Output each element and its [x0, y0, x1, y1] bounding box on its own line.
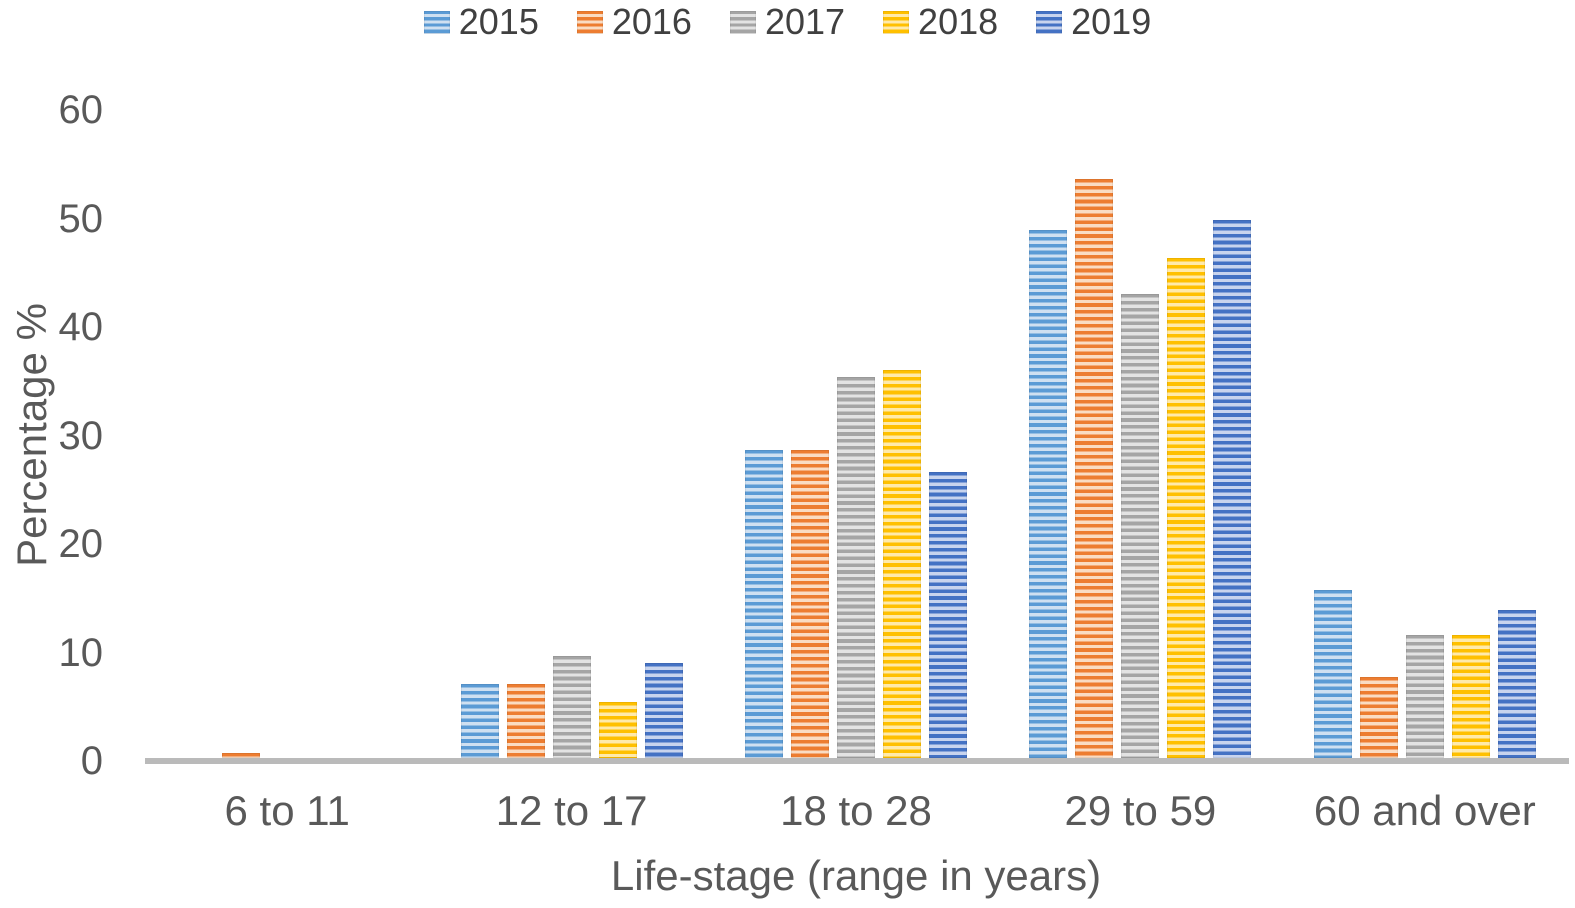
bar-2016-6-to-11 [222, 752, 261, 758]
x-tick-label: 60 and over [1313, 787, 1536, 834]
legend-swatch-icon [1036, 10, 1063, 34]
bar-2017-29-to-59 [1121, 293, 1160, 758]
bar-group-60-and-over [1283, 107, 1567, 758]
y-tick-label: 20 [58, 522, 104, 566]
bar-2019-29-to-59 [1213, 219, 1252, 758]
bar-2017-12-to-17 [552, 656, 591, 758]
legend-label: 2016 [611, 1, 692, 42]
legend-item-2017: 2017 [729, 1, 846, 42]
y-tick-label: 30 [58, 413, 104, 458]
bar-2015-12-to-17 [460, 684, 499, 758]
legend-item-2019: 2019 [1036, 4, 1151, 40]
y-axis-title: Percentage % [8, 303, 55, 567]
y-tick-label: 0 [80, 739, 103, 783]
legend-item-2018: 2018 [883, 4, 998, 40]
y-tick-label: 40 [58, 305, 104, 349]
bar-group-18-to-28 [714, 107, 998, 758]
legend-label: 2015 [458, 1, 539, 42]
x-tick-label: 29 to 59 [1064, 787, 1217, 834]
legend-label: 2017 [764, 1, 846, 42]
chart-legend: 2015 2016 2017 2018 2019 [0, 4, 1575, 40]
x-tick-label: 6 to 11 [224, 787, 350, 834]
bar-group-6-to-11 [145, 107, 429, 758]
bar-2018-18-to-28 [883, 369, 922, 758]
legend-label: 2018 [918, 1, 999, 42]
bar-2018-12-to-17 [598, 701, 637, 758]
bar-group-29-to-59 [998, 107, 1282, 758]
bar-2015-18-to-28 [745, 449, 784, 758]
bar-2017-18-to-28 [837, 377, 876, 758]
bar-2018-60-and-over [1451, 635, 1490, 758]
y-tick-label: 10 [58, 630, 104, 675]
legend-item-2015: 2015 [423, 1, 539, 42]
x-tick-label: 12 to 17 [495, 787, 648, 834]
legend-swatch-icon [576, 10, 603, 34]
x-axis-title: Life-stage (range in years) [610, 852, 1102, 899]
legend-swatch-icon [729, 10, 756, 34]
bar-2019-60-and-over [1497, 610, 1536, 758]
bar-2019-18-to-28 [929, 471, 968, 758]
bar-2017-60-and-over [1405, 635, 1444, 758]
bar-2016-60-and-over [1359, 676, 1398, 758]
bar-group-12-to-17 [429, 107, 713, 758]
bar-2015-60-and-over [1313, 589, 1352, 758]
legend-swatch-icon [883, 10, 910, 34]
bar-2018-29-to-59 [1167, 257, 1206, 758]
y-tick-label: 60 [58, 88, 104, 132]
bar-2016-12-to-17 [506, 684, 545, 758]
x-tick-label: 18 to 28 [780, 787, 932, 834]
x-axis-line [145, 758, 1569, 764]
y-tick-label: 50 [58, 196, 104, 241]
bar-2015-29-to-59 [1029, 229, 1068, 758]
legend-swatch-icon [423, 10, 450, 34]
legend-item-2016: 2016 [576, 1, 692, 42]
bar-2016-29-to-59 [1075, 178, 1114, 758]
legend-label: 2019 [1071, 1, 1152, 42]
bar-2016-18-to-28 [791, 449, 830, 758]
bar-2019-12-to-17 [644, 662, 683, 758]
plot-area [145, 107, 1567, 758]
